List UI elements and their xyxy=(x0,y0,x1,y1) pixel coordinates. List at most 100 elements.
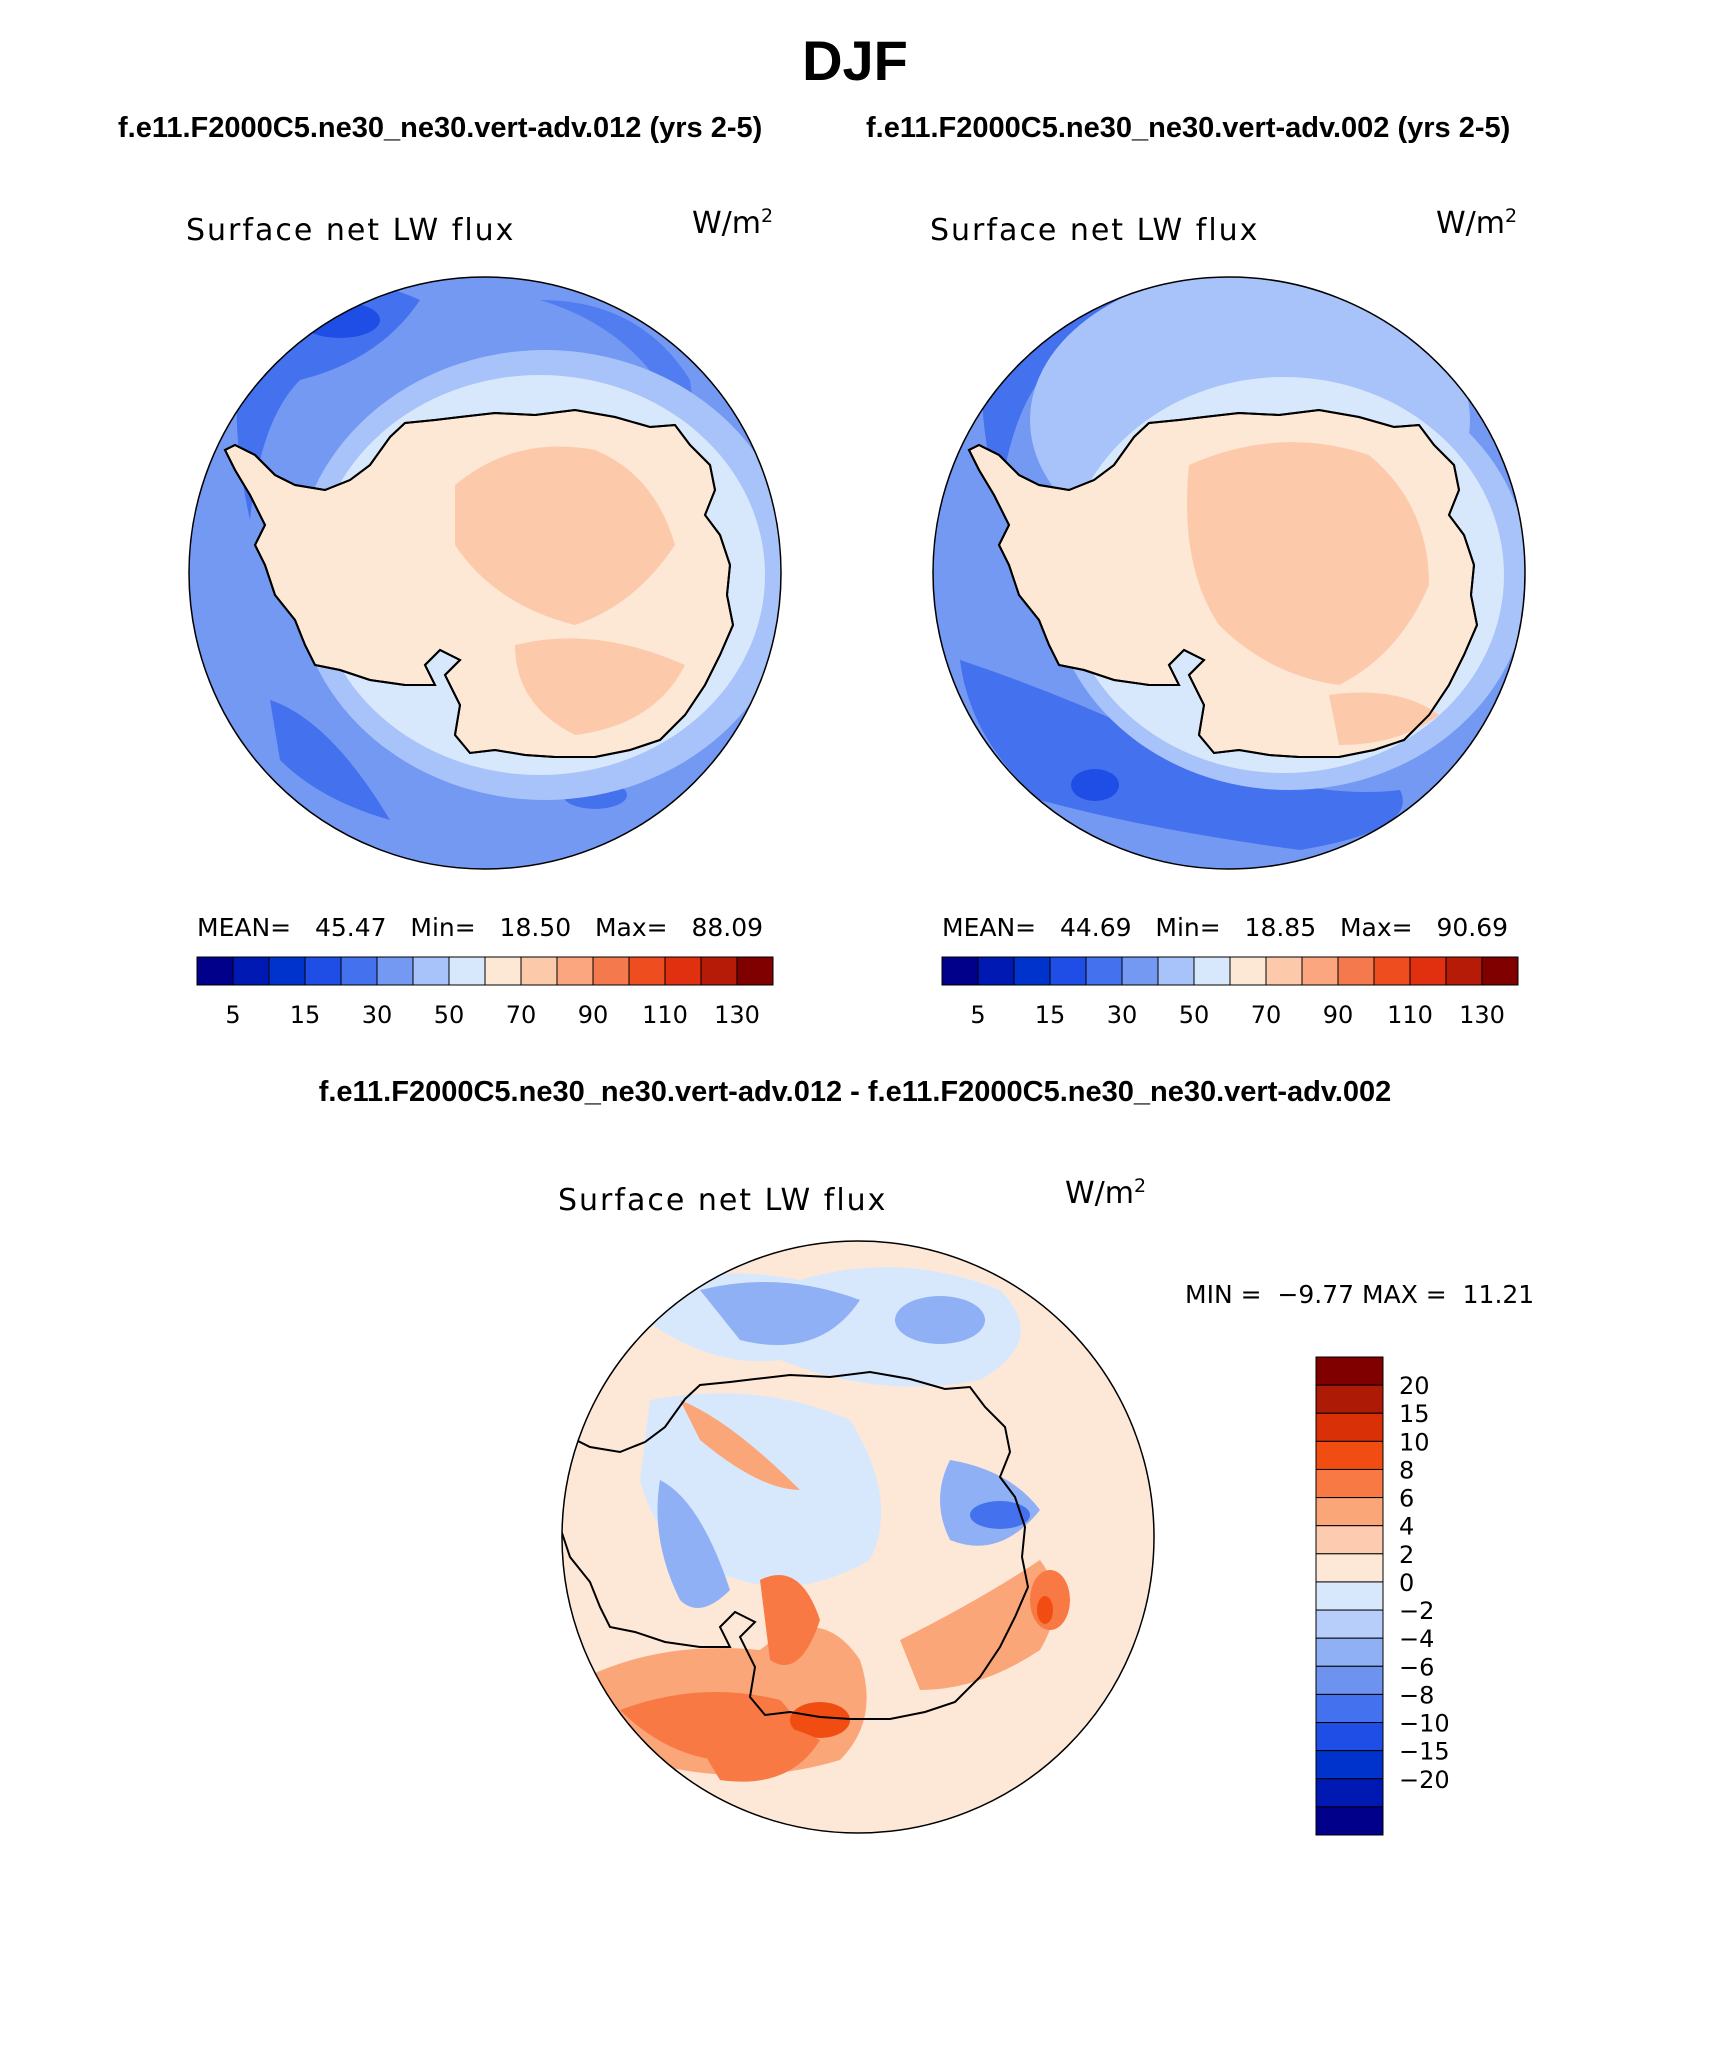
colorbar-a-swatch xyxy=(232,956,270,986)
colorbar-b-tick-label: 5 xyxy=(970,1001,985,1029)
diff-min: −9.77 xyxy=(1277,1280,1355,1309)
colorbar-a-swatch xyxy=(448,956,486,986)
colorbar-diff-tick-label: 15 xyxy=(1399,1400,1430,1428)
colorbar-b-swatch xyxy=(1265,956,1303,986)
colorbar-diff-tick-label: 6 xyxy=(1399,1485,1414,1513)
colorbar-b-tick-label: 90 xyxy=(1323,1001,1354,1029)
colorbar-a-tick-label: 90 xyxy=(578,1001,609,1029)
panel-b-max-label: Max= xyxy=(1339,913,1413,942)
colorbar-a-swatch xyxy=(700,956,738,986)
colorbar-a-swatch xyxy=(736,956,774,986)
colorbar-b-swatch xyxy=(977,956,1015,986)
colorbar-a-tick-label: 70 xyxy=(506,1001,537,1029)
map-panel-b xyxy=(932,276,1526,870)
colorbar-diff-tick-label: −8 xyxy=(1399,1681,1434,1709)
panel-b-mean-label: MEAN= xyxy=(942,913,1037,942)
colorbar-diff-swatch xyxy=(1315,1468,1384,1499)
colorbar-diff-tick-label: −10 xyxy=(1399,1710,1450,1738)
colorbar-b-tick-label: 30 xyxy=(1107,1001,1138,1029)
colorbar-panel-b: 5 15 30 50 70 90 110 130 xyxy=(941,956,1519,1029)
colorbar-b-tick-label: 50 xyxy=(1179,1001,1210,1029)
panel-a-min-label: Min= xyxy=(410,913,476,942)
colorbar-b-swatch xyxy=(1013,956,1051,986)
diff-min-label: MIN = xyxy=(1185,1280,1262,1309)
panel-b-max: 90.69 xyxy=(1436,913,1509,942)
panel-a-variable-label: Surface net LW flux xyxy=(186,213,516,248)
diff-max-label: MAX = xyxy=(1362,1280,1447,1309)
diff-max: 11.21 xyxy=(1462,1280,1535,1309)
colorbar-a-swatch xyxy=(340,956,378,986)
map-diff xyxy=(561,1240,1155,1834)
colorbar-b-swatch xyxy=(1049,956,1087,986)
run-a-header: f.e11.F2000C5.ne30_ne30.vert-adv.012 (yr… xyxy=(118,112,763,144)
colorbar-diff-swatch xyxy=(1315,1497,1384,1527)
colorbar-b-swatch xyxy=(1373,956,1411,986)
colorbar-a-swatch xyxy=(664,956,702,986)
colorbar-b-tick-label: 15 xyxy=(1035,1001,1066,1029)
diff-stats: MIN = −9.77 MAX = 11.21 xyxy=(1185,1280,1534,1309)
colorbar-diff-swatch xyxy=(1315,1722,1384,1752)
colorbar-diff-swatch xyxy=(1315,1778,1384,1808)
diff-units: W/m2 xyxy=(1065,1175,1147,1211)
colorbar-diff-swatch xyxy=(1315,1581,1384,1611)
colorbar-a-tick-label: 15 xyxy=(290,1001,321,1029)
colorbar-diff-tick-label: 10 xyxy=(1399,1428,1430,1456)
colorbar-b-tick-label: 130 xyxy=(1459,1001,1505,1029)
map-panel-a xyxy=(188,276,782,870)
colorbar-b-tick-label: 70 xyxy=(1251,1001,1282,1029)
colorbar-a-tick-label: 110 xyxy=(642,1001,688,1029)
colorbar-b-swatch xyxy=(1157,956,1195,986)
colorbar-diff-swatch xyxy=(1315,1806,1384,1836)
colorbar-diff-swatch xyxy=(1315,1665,1384,1695)
colorbar-diff-tick-label: 8 xyxy=(1399,1456,1414,1484)
colorbar-a-swatch xyxy=(520,956,558,986)
panel-a-max-label: Max= xyxy=(594,913,668,942)
colorbar-a-tick-label: 50 xyxy=(434,1001,465,1029)
colorbar-b-swatch xyxy=(1337,956,1375,986)
colorbar-a-tick-label: 5 xyxy=(225,1001,240,1029)
colorbar-diff-tick-label: 20 xyxy=(1399,1372,1430,1400)
panel-a-stats: MEAN= 45.47 Min= 18.50 Max= 88.09 xyxy=(197,913,763,942)
colorbar-a-swatch xyxy=(376,956,414,986)
colorbar-diff-swatch xyxy=(1315,1384,1384,1414)
colorbar-b-swatch xyxy=(1121,956,1159,986)
colorbar-b-swatch xyxy=(1445,956,1483,986)
panel-a-mean-label: MEAN= xyxy=(197,913,292,942)
colorbar-diff-swatch xyxy=(1315,1525,1384,1555)
colorbar-b-swatch xyxy=(941,956,979,986)
colorbar-diff-swatch xyxy=(1315,1356,1384,1386)
colorbar-diff-tick-label: −2 xyxy=(1399,1597,1434,1625)
colorbar-a-swatch xyxy=(304,956,342,986)
figure-title: DJF xyxy=(802,29,908,92)
colorbar-diff-swatch xyxy=(1315,1693,1384,1724)
colorbar-b-swatch xyxy=(1229,956,1267,986)
colorbar-a-swatch xyxy=(556,956,594,986)
colorbar-b-swatch xyxy=(1193,956,1231,986)
colorbar-a-swatch xyxy=(484,956,522,986)
colorbar-diff-tick-label: −20 xyxy=(1399,1766,1450,1794)
colorbar-diff-swatch xyxy=(1315,1553,1384,1583)
colorbar-diff-tick-label: −4 xyxy=(1399,1625,1434,1653)
colorbar-diff-tick-label: 4 xyxy=(1399,1513,1414,1541)
panel-a-min: 18.50 xyxy=(499,913,572,942)
colorbar-a-swatch xyxy=(412,956,450,986)
colorbar-diff-tick-label: 2 xyxy=(1399,1541,1414,1569)
colorbar-a-tick-label: 30 xyxy=(362,1001,393,1029)
colorbar-diff-swatch xyxy=(1315,1440,1384,1470)
colorbar-b-swatch xyxy=(1301,956,1339,986)
panel-b-min: 18.85 xyxy=(1244,913,1317,942)
run-b-header: f.e11.F2000C5.ne30_ne30.vert-adv.002 (yr… xyxy=(866,112,1511,144)
colorbar-diff-tick-label: −15 xyxy=(1399,1738,1450,1766)
colorbar-a-swatch xyxy=(268,956,306,986)
colorbar-a-tick-label: 130 xyxy=(714,1001,760,1029)
colorbar-b-swatch xyxy=(1409,956,1447,986)
colorbar-diff-tick-label: −6 xyxy=(1399,1653,1434,1681)
colorbar-diff-swatch xyxy=(1315,1750,1384,1780)
colorbar-b-tick-label: 110 xyxy=(1387,1001,1433,1029)
panel-b-units: W/m2 xyxy=(1436,205,1518,241)
panel-b-mean: 44.69 xyxy=(1059,913,1132,942)
panel-a-mean: 45.47 xyxy=(314,913,387,942)
colorbar-a-swatch xyxy=(592,956,630,986)
